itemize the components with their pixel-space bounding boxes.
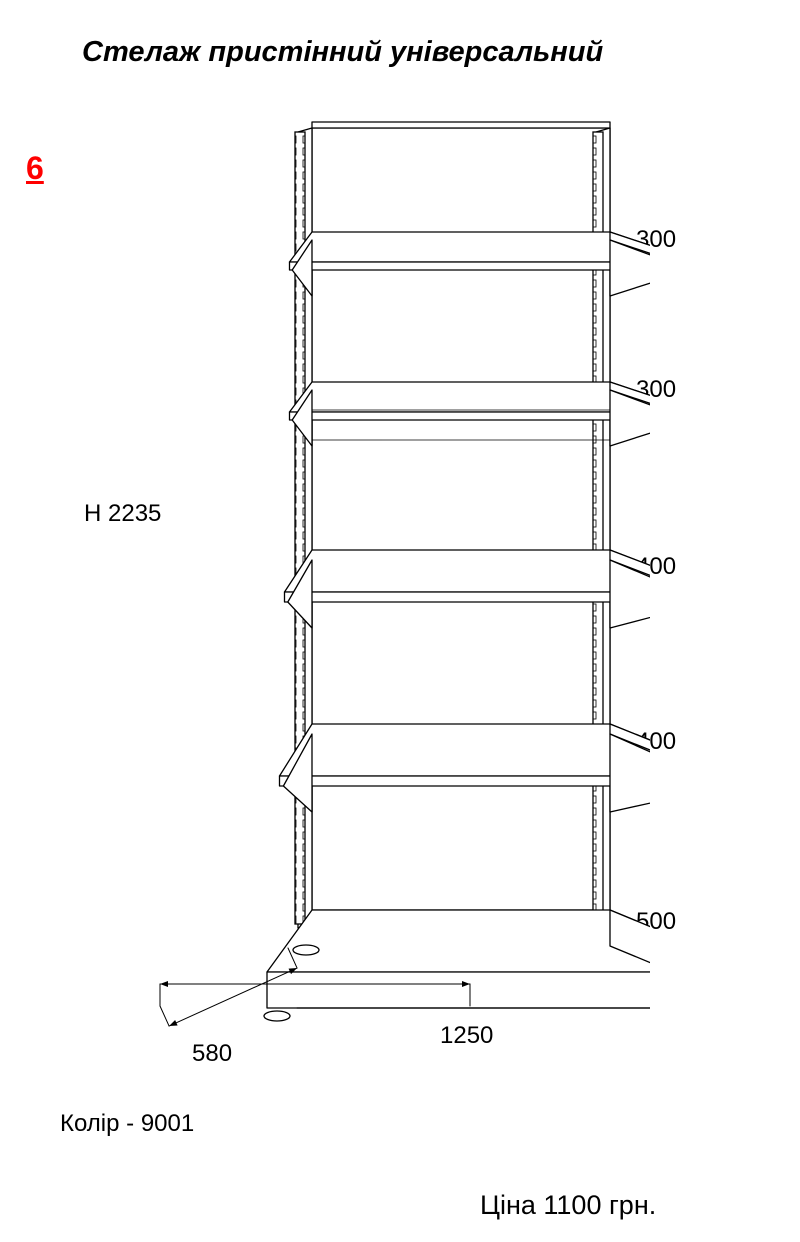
shelving-diagram <box>130 110 650 1035</box>
color-label: Колір - 9001 <box>60 1110 194 1138</box>
price-label: Ціна 1100 грн. <box>480 1190 656 1221</box>
depth-label: 580 <box>192 1040 232 1068</box>
item-number: 6 <box>26 150 44 187</box>
page-title: Стелаж пристінний універсальний <box>82 36 603 69</box>
